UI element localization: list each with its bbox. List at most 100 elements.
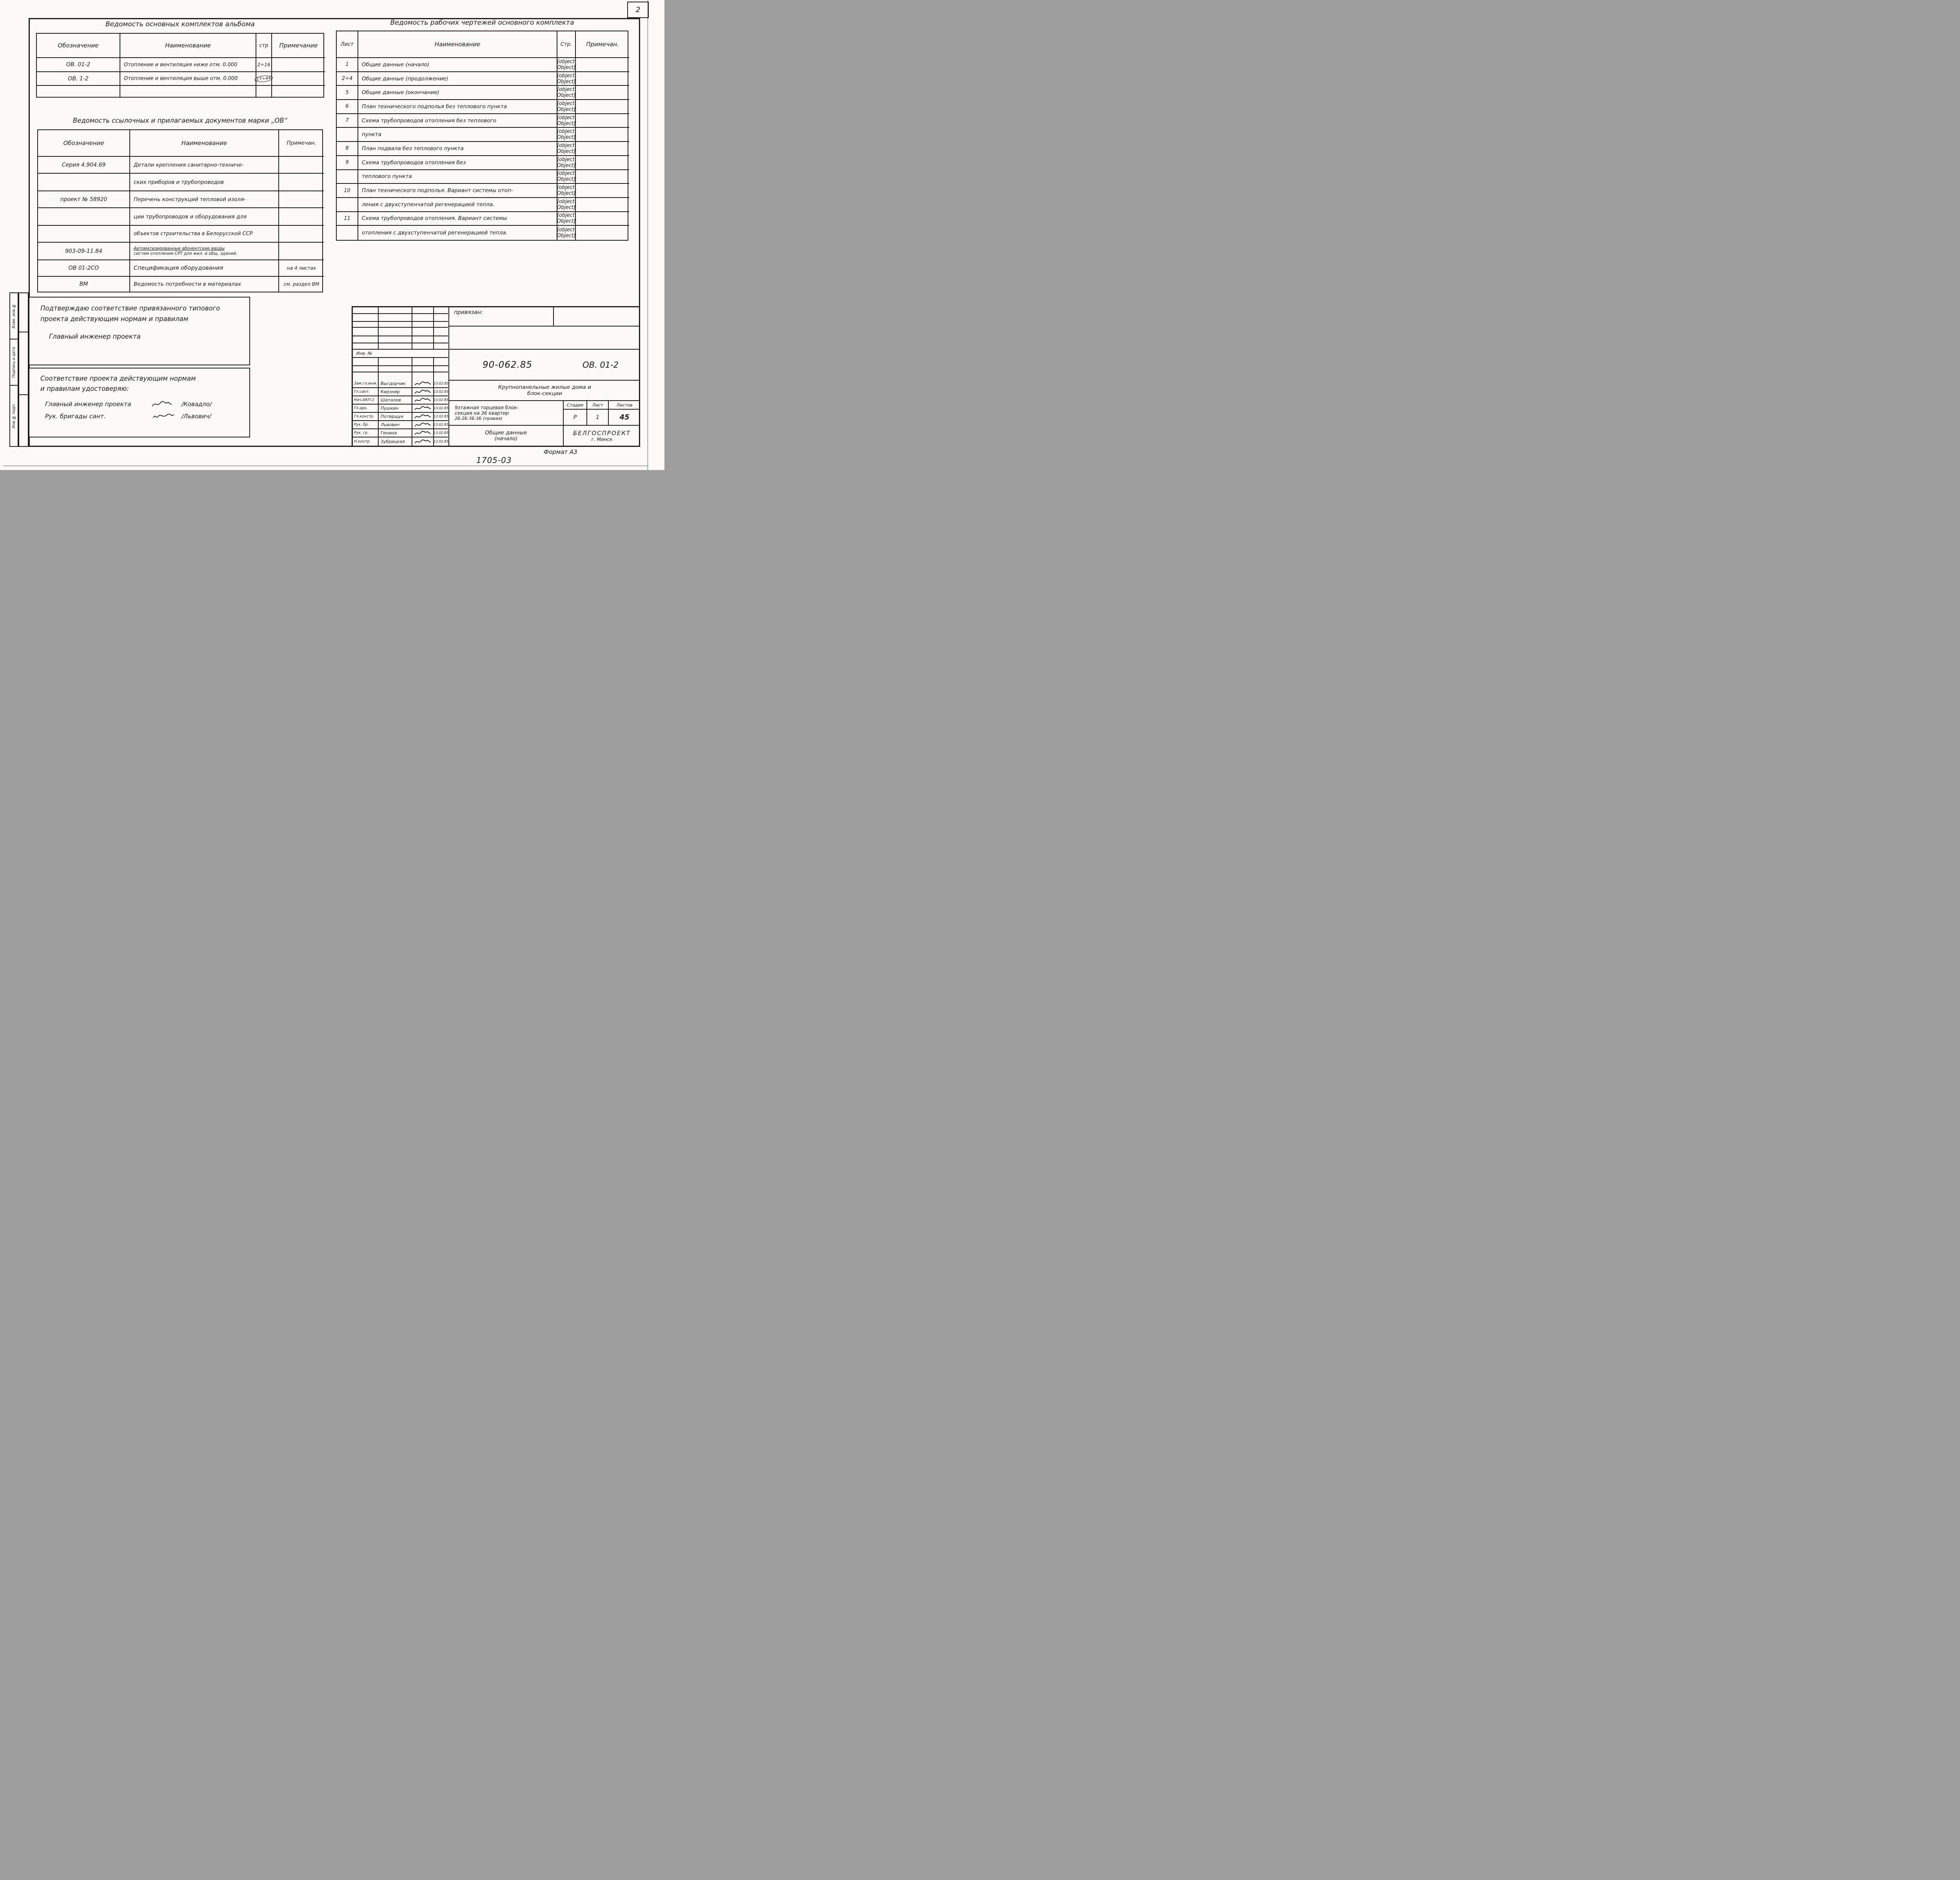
- stage-grid: Стадия Лист Листов Р 1 45: [564, 401, 640, 425]
- cell-name: План подвала без теплового пункта: [358, 142, 557, 156]
- cell-page: [object Object]: [557, 212, 576, 226]
- certification-statement-block: Соответствие проекта действующим нормам …: [29, 368, 250, 437]
- header-page: стр: [256, 34, 272, 58]
- certify-signer-row: Рук. бригады сант. /Львович/: [45, 412, 249, 421]
- signer-role: Зам.гл.инж.: [353, 380, 379, 388]
- signer-role: Рук. гр.: [353, 429, 379, 437]
- cell-page: [object Object]: [557, 72, 576, 86]
- side-stamp-label: Взам. инв.№: [12, 303, 16, 328]
- approval-line-2: проекта действующим нормам и правилам: [40, 315, 189, 323]
- cell-note: [576, 226, 629, 240]
- content-line2: (начало): [494, 436, 518, 442]
- header-designation: Обозначение: [38, 130, 130, 157]
- cell-sheet: 7: [337, 114, 358, 128]
- content-org-row: Общие данные (начало) БЕЛГОСПРОЕКТ г. Ми…: [449, 426, 640, 446]
- cell-note: [279, 226, 324, 243]
- cell-note: [576, 156, 629, 170]
- cell-designation: [38, 174, 130, 191]
- cell-name: Схема трубопроводов отопления. Вариант с…: [358, 212, 557, 226]
- cell-name: Общие данные (окончание): [358, 86, 557, 100]
- cell-name: Детали крепления санитарно-техниче-: [130, 157, 279, 174]
- cell-note: [272, 58, 325, 72]
- linked-row: привязан:: [449, 307, 640, 327]
- page-number-box: 2: [627, 2, 649, 18]
- format-note: Формат А3: [544, 448, 577, 455]
- title-block: Инв. № Зам.гл.инж. Выгдорчик 13.02.85: [352, 306, 640, 447]
- cell-sheet: 5: [337, 86, 358, 100]
- cell-designation: ОВ. 01-2: [37, 58, 120, 72]
- cell-note: [576, 100, 629, 114]
- linked-cell: привязан:: [449, 307, 554, 326]
- signer-name: Кирзнер: [379, 388, 412, 396]
- signer-name: Генина: [379, 429, 412, 437]
- cell-designation: проект № 58920: [38, 191, 130, 208]
- cell-name: ции трубопроводов и оборудования для: [130, 208, 279, 226]
- drawing-sheet: 2 Взам. инв.№ Подпись и дата Инв.№ подл.…: [0, 0, 664, 470]
- cell-sheet: 9: [337, 156, 358, 170]
- side-stamp-labels: Взам. инв.№ Подпись и дата Инв.№ подл.: [9, 292, 18, 447]
- cell-empty: [272, 86, 325, 97]
- cell-page: [object Object]: [557, 198, 576, 212]
- certify-signer-name: /Львович/: [181, 413, 211, 420]
- signature-icon: [412, 388, 434, 396]
- certify-signer-name: /Ковадло/: [181, 401, 212, 408]
- side-stamp-cell: Инв.№ подл.: [10, 386, 18, 446]
- document-code: 1705-03: [476, 455, 512, 465]
- cell-name: Автоматизированные абонентские вводы сис…: [130, 243, 279, 260]
- header-note: Примечание: [272, 34, 325, 58]
- signer-date: 13.02.85: [434, 429, 448, 437]
- references-table: Обозначение Наименование Примечан. Серия…: [37, 129, 324, 292]
- side-stamp-cell: Взам. инв.№: [10, 293, 18, 339]
- header-page: Стр.: [557, 31, 576, 58]
- cell-name-line1: Автоматизированные абонентские вводы: [134, 246, 225, 251]
- certify-signer-row: Главный инженер проекта /Ковадло/: [45, 400, 249, 408]
- cell-note: [279, 243, 324, 260]
- approval-signer-role: Главный инженер проекта: [49, 333, 141, 340]
- cell-page: [object Object]: [557, 100, 576, 114]
- page-number: 2: [635, 5, 641, 14]
- side-stamp-label: Инв.№ подл.: [12, 403, 16, 428]
- linked-spare-cell: [554, 307, 640, 326]
- signer-name: Шаталов: [379, 396, 412, 405]
- drawings-table: Лист Наименование Стр. Примечан. 1 Общие…: [336, 31, 629, 241]
- cell-name-line2: систем отопления СРТ для жил. и общ. зда…: [134, 251, 238, 256]
- cell-sheet: 2÷4: [337, 72, 358, 86]
- content-cell: Общие данные (начало): [449, 426, 564, 446]
- cell-name: объектов строительства в Белорусской ССР: [130, 226, 279, 243]
- cell-note: [576, 58, 629, 72]
- signature-icon: [412, 380, 434, 388]
- circled-page-range: 17÷44: [254, 74, 274, 83]
- signer-role: Рук. бр.: [353, 421, 379, 429]
- certify-signer-role: Главный инженер проекта: [45, 401, 131, 408]
- certify-signer-role: Рук. бригады сант.: [45, 413, 106, 420]
- album-table: Обозначение Наименование стр Примечание …: [36, 33, 325, 98]
- side-stamp-label: Подпись и дата: [12, 347, 16, 378]
- cell-note: [576, 170, 629, 184]
- cell-page: 2÷16: [256, 58, 272, 72]
- object-line2: секция на 36 квартир: [455, 410, 509, 416]
- cell-name: План технического подполья. Вариант сист…: [358, 184, 557, 198]
- content-line1: Общие данные: [485, 430, 527, 436]
- cell-note: [576, 212, 629, 226]
- cell-sheet: 8: [337, 142, 358, 156]
- cell-page: [object Object]: [557, 170, 576, 184]
- signature-icon: [412, 413, 434, 421]
- sheets-value: 45: [619, 413, 630, 421]
- cell-sheet: [337, 170, 358, 184]
- header-designation: Обозначение: [37, 34, 120, 58]
- cell-note: [272, 72, 325, 86]
- cell-name: Схема трубопроводов отопления без теплов…: [358, 114, 557, 128]
- series-title-line2: блок-секции: [527, 390, 562, 397]
- signer-date: 13.02.85: [434, 405, 448, 413]
- signature-icon: [152, 401, 172, 406]
- cell-designation: ОВ. 1-2: [37, 72, 120, 86]
- cell-note: [279, 191, 324, 208]
- cell-name: пункта: [358, 128, 557, 142]
- references-table-title: Ведомость ссылочных и прилагаемых докуме…: [73, 117, 288, 124]
- album-table-title: Ведомость основных комплектов альбома: [105, 20, 255, 28]
- sheet-label: Лист: [587, 401, 609, 410]
- cell-sheet: 6: [337, 100, 358, 114]
- cell-page: [object Object]: [557, 142, 576, 156]
- title-block-left-grid: Инв. № Зам.гл.инж. Выгдорчик 13.02.85: [353, 307, 449, 446]
- cell-page: [object Object]: [557, 184, 576, 198]
